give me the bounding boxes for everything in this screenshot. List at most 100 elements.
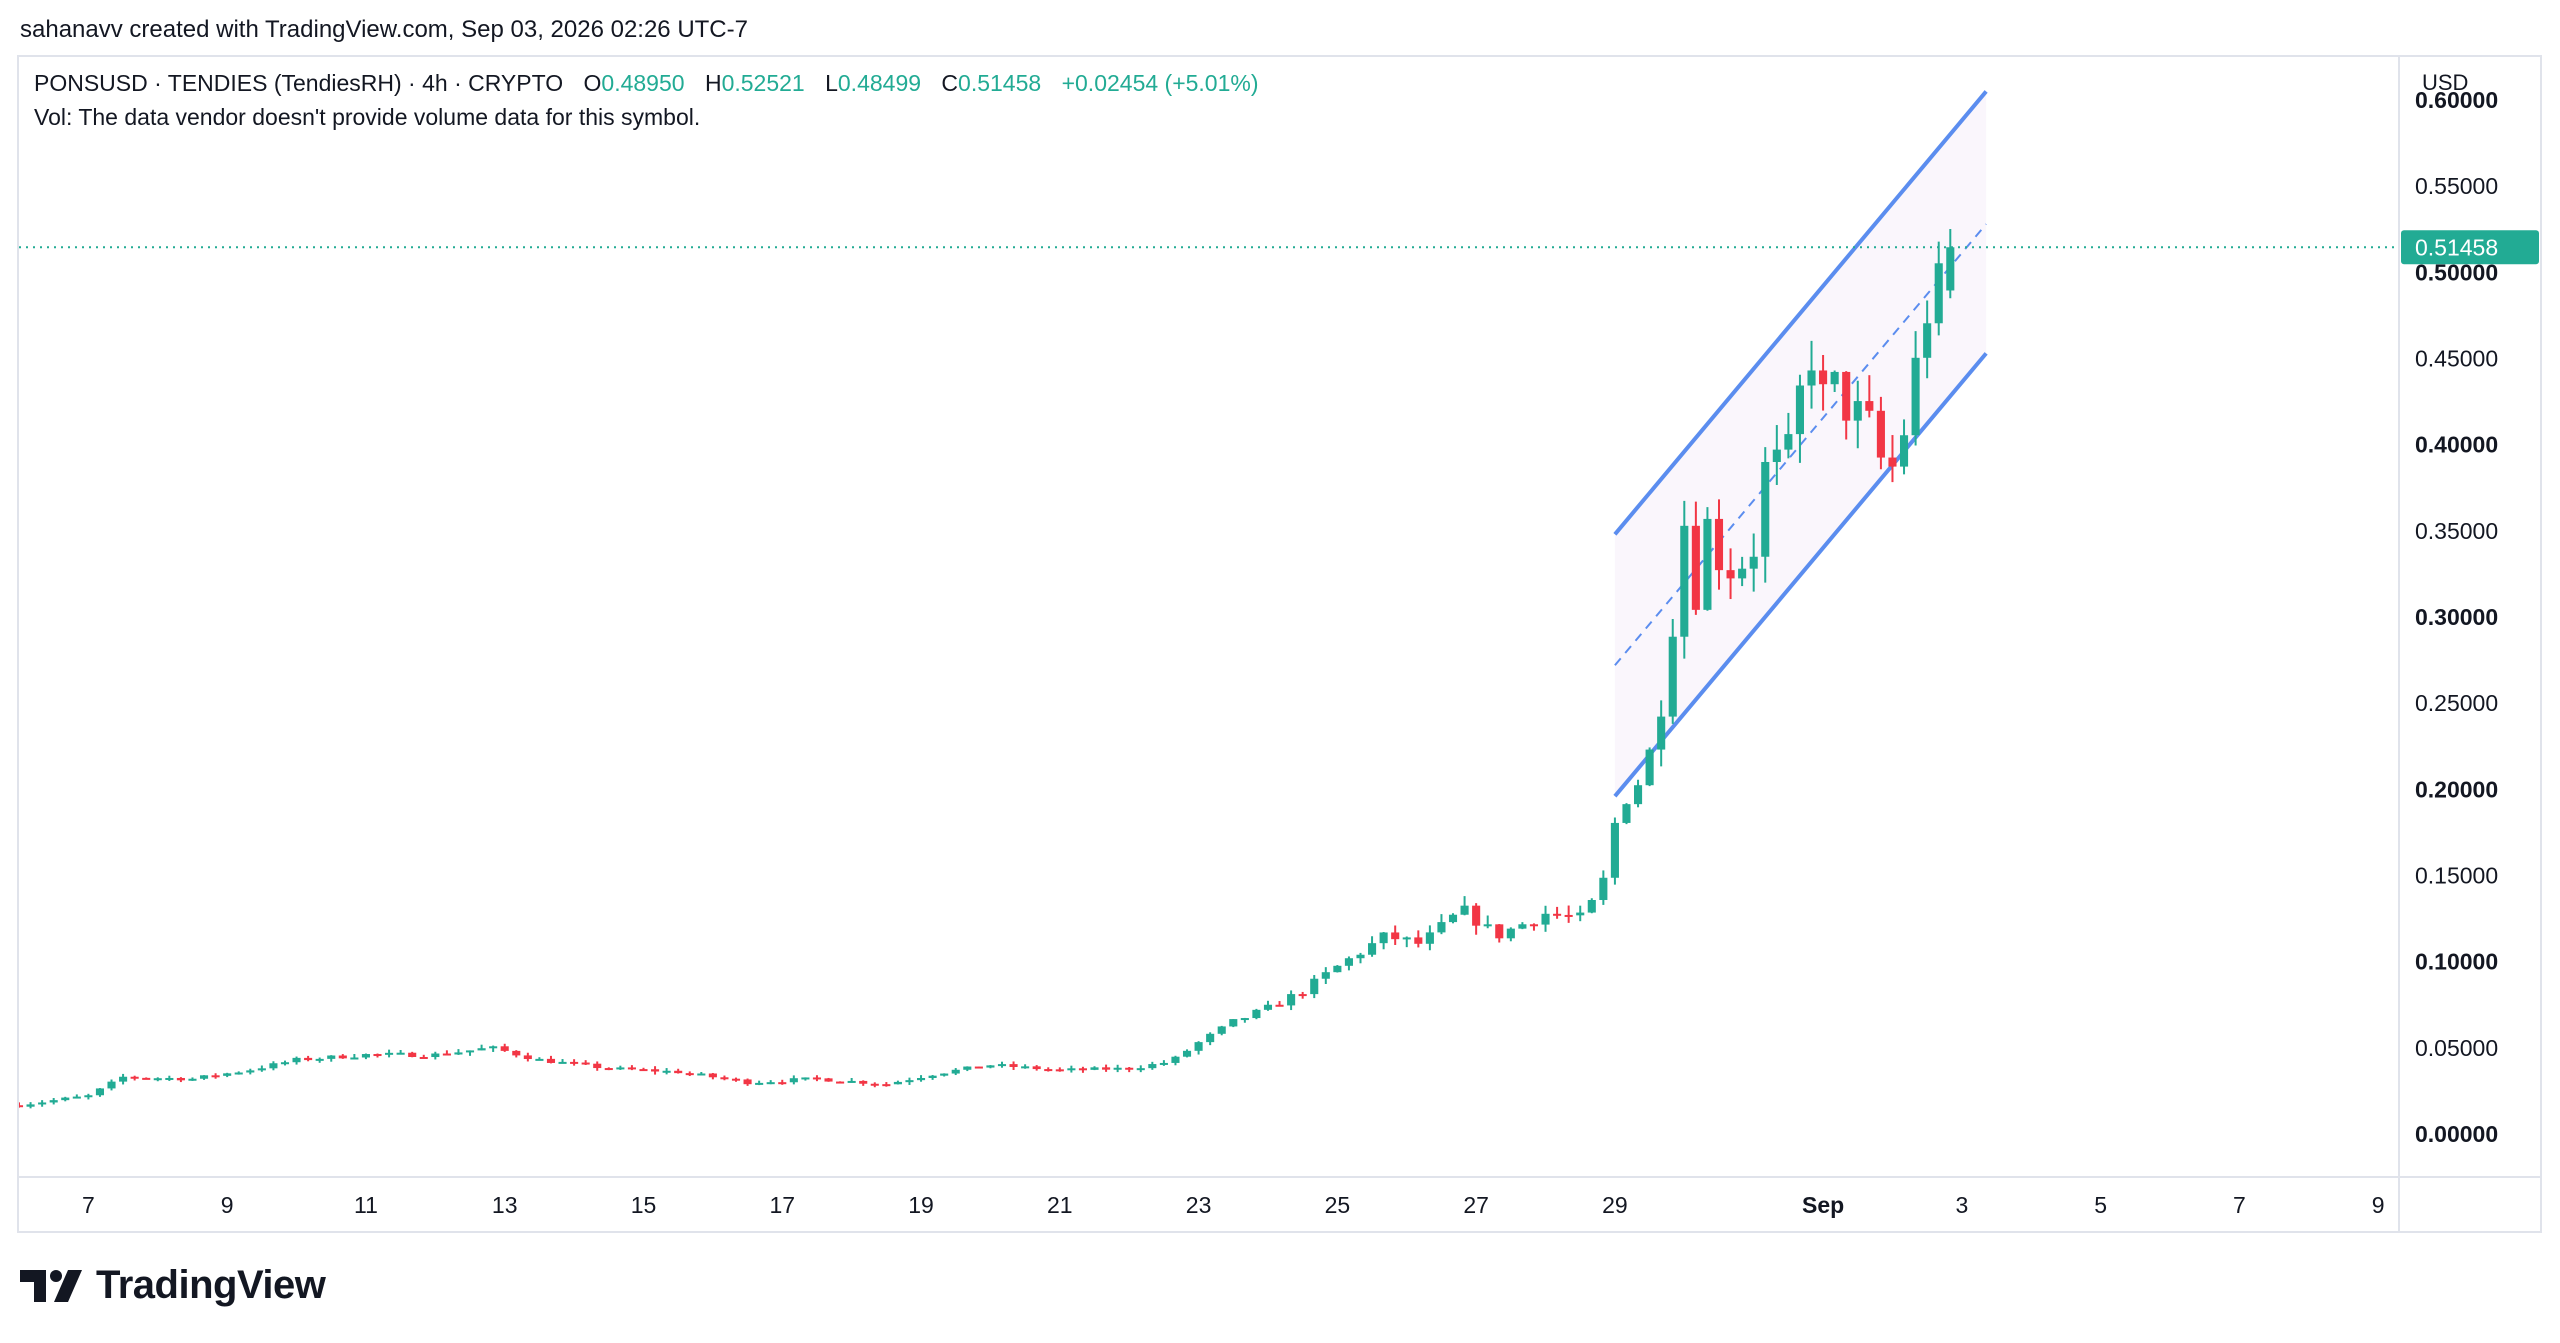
candle-body: [1923, 323, 1932, 358]
candle-body: [1668, 636, 1677, 717]
y-tick-label: 0.60000: [2415, 87, 2498, 113]
candle: [824, 1077, 833, 1082]
candle: [454, 1049, 463, 1055]
candle-body: [72, 1096, 81, 1099]
candle-body: [292, 1057, 301, 1063]
candle: [1437, 914, 1446, 935]
x-tick-label: 19: [908, 1192, 934, 1218]
candle: [1252, 1008, 1261, 1020]
candle: [1159, 1060, 1168, 1066]
candle: [1784, 412, 1793, 459]
candle: [19, 1102, 24, 1108]
candle-body: [1460, 905, 1469, 915]
candle-body: [1102, 1067, 1111, 1070]
x-tick-label: 13: [492, 1192, 518, 1218]
y-tick-label: 0.20000: [2415, 776, 2498, 802]
candle-body: [1275, 1004, 1284, 1007]
candle-body: [928, 1075, 937, 1079]
candle-body: [1772, 449, 1781, 462]
candle: [500, 1043, 509, 1052]
candle: [246, 1068, 255, 1075]
candle-body: [1067, 1068, 1076, 1071]
candlestick-chart[interactable]: 0.51458 0.60000 0.55000 0.50000 0.45000 0.40…: [19, 57, 2540, 1231]
candle-body: [731, 1078, 741, 1081]
candle-body: [1287, 994, 1296, 1006]
candle: [1506, 927, 1515, 942]
candle: [119, 1073, 128, 1085]
candle: [1287, 990, 1296, 1011]
candle-body: [1518, 924, 1527, 929]
candle: [1125, 1067, 1134, 1073]
candle-body: [1842, 371, 1851, 421]
candle-body: [1795, 385, 1804, 435]
candle: [570, 1059, 579, 1066]
candle: [1772, 425, 1781, 485]
candle-body: [512, 1050, 521, 1056]
legend-change: +0.02454 (+5.01%): [1061, 70, 1259, 96]
candle-body: [1726, 570, 1735, 579]
candle-body: [581, 1062, 590, 1065]
candle-body: [1576, 912, 1585, 916]
candle-body: [685, 1073, 694, 1076]
candle-body: [523, 1055, 532, 1060]
candle-body: [1622, 804, 1631, 823]
candle-body: [107, 1081, 116, 1089]
candle: [1414, 930, 1423, 948]
candle: [1749, 533, 1758, 592]
candle-body: [708, 1073, 717, 1078]
candle: [1263, 1000, 1273, 1011]
legend-low-label: L: [825, 70, 838, 96]
candle: [1217, 1025, 1226, 1036]
chart-frame[interactable]: 0.51458 0.60000 0.55000 0.50000 0.45000 0.40…: [17, 55, 2542, 1233]
candle-body: [1044, 1069, 1053, 1072]
candle-body: [1553, 913, 1562, 916]
candle: [639, 1067, 648, 1072]
candle: [1934, 241, 1943, 336]
candle-body: [847, 1080, 856, 1083]
candle: [1113, 1064, 1122, 1073]
candle-body: [674, 1070, 683, 1074]
candle: [176, 1077, 185, 1083]
candle-body: [1333, 965, 1342, 973]
candle: [1009, 1061, 1018, 1070]
candle: [1240, 1017, 1249, 1023]
candle-body: [257, 1068, 266, 1071]
candle: [223, 1072, 232, 1078]
candle: [1090, 1066, 1099, 1071]
candle-body: [1819, 370, 1828, 385]
candle: [1529, 923, 1539, 931]
candle: [1321, 967, 1330, 984]
candle-body: [38, 1102, 47, 1105]
candle: [1518, 922, 1527, 930]
candle: [523, 1052, 532, 1062]
candle: [1044, 1067, 1053, 1072]
candle: [1888, 435, 1897, 483]
candle-body: [1414, 937, 1423, 944]
candle-body: [859, 1080, 868, 1084]
legend-symbol: PONSUSD · TENDIES (TendiesRH) · 4h · CRY…: [34, 70, 564, 96]
candle-body: [1761, 461, 1770, 557]
candle: [396, 1050, 405, 1055]
legend-high: 0.52521: [721, 70, 805, 96]
x-tick-label: 25: [1325, 1192, 1351, 1218]
y-tick-label: 0.15000: [2415, 862, 2498, 888]
candle-body: [61, 1097, 70, 1101]
candle: [361, 1053, 370, 1060]
candle: [1865, 375, 1874, 418]
candle: [489, 1045, 498, 1052]
x-tick-label: 7: [2233, 1192, 2246, 1218]
candle-body: [1240, 1018, 1249, 1021]
candle-body: [442, 1053, 451, 1056]
candle: [199, 1075, 209, 1080]
candle-body: [419, 1056, 428, 1059]
candle: [408, 1051, 417, 1058]
candle: [338, 1054, 347, 1059]
x-tick-label: 17: [769, 1192, 795, 1218]
x-tick-label: 27: [1463, 1192, 1489, 1218]
candle-body: [997, 1064, 1007, 1067]
candle: [986, 1065, 995, 1069]
candle-body: [1229, 1019, 1238, 1027]
currency-label[interactable]: USD: [2422, 70, 2469, 95]
candle-body: [824, 1078, 833, 1082]
candle-body: [1703, 518, 1712, 610]
